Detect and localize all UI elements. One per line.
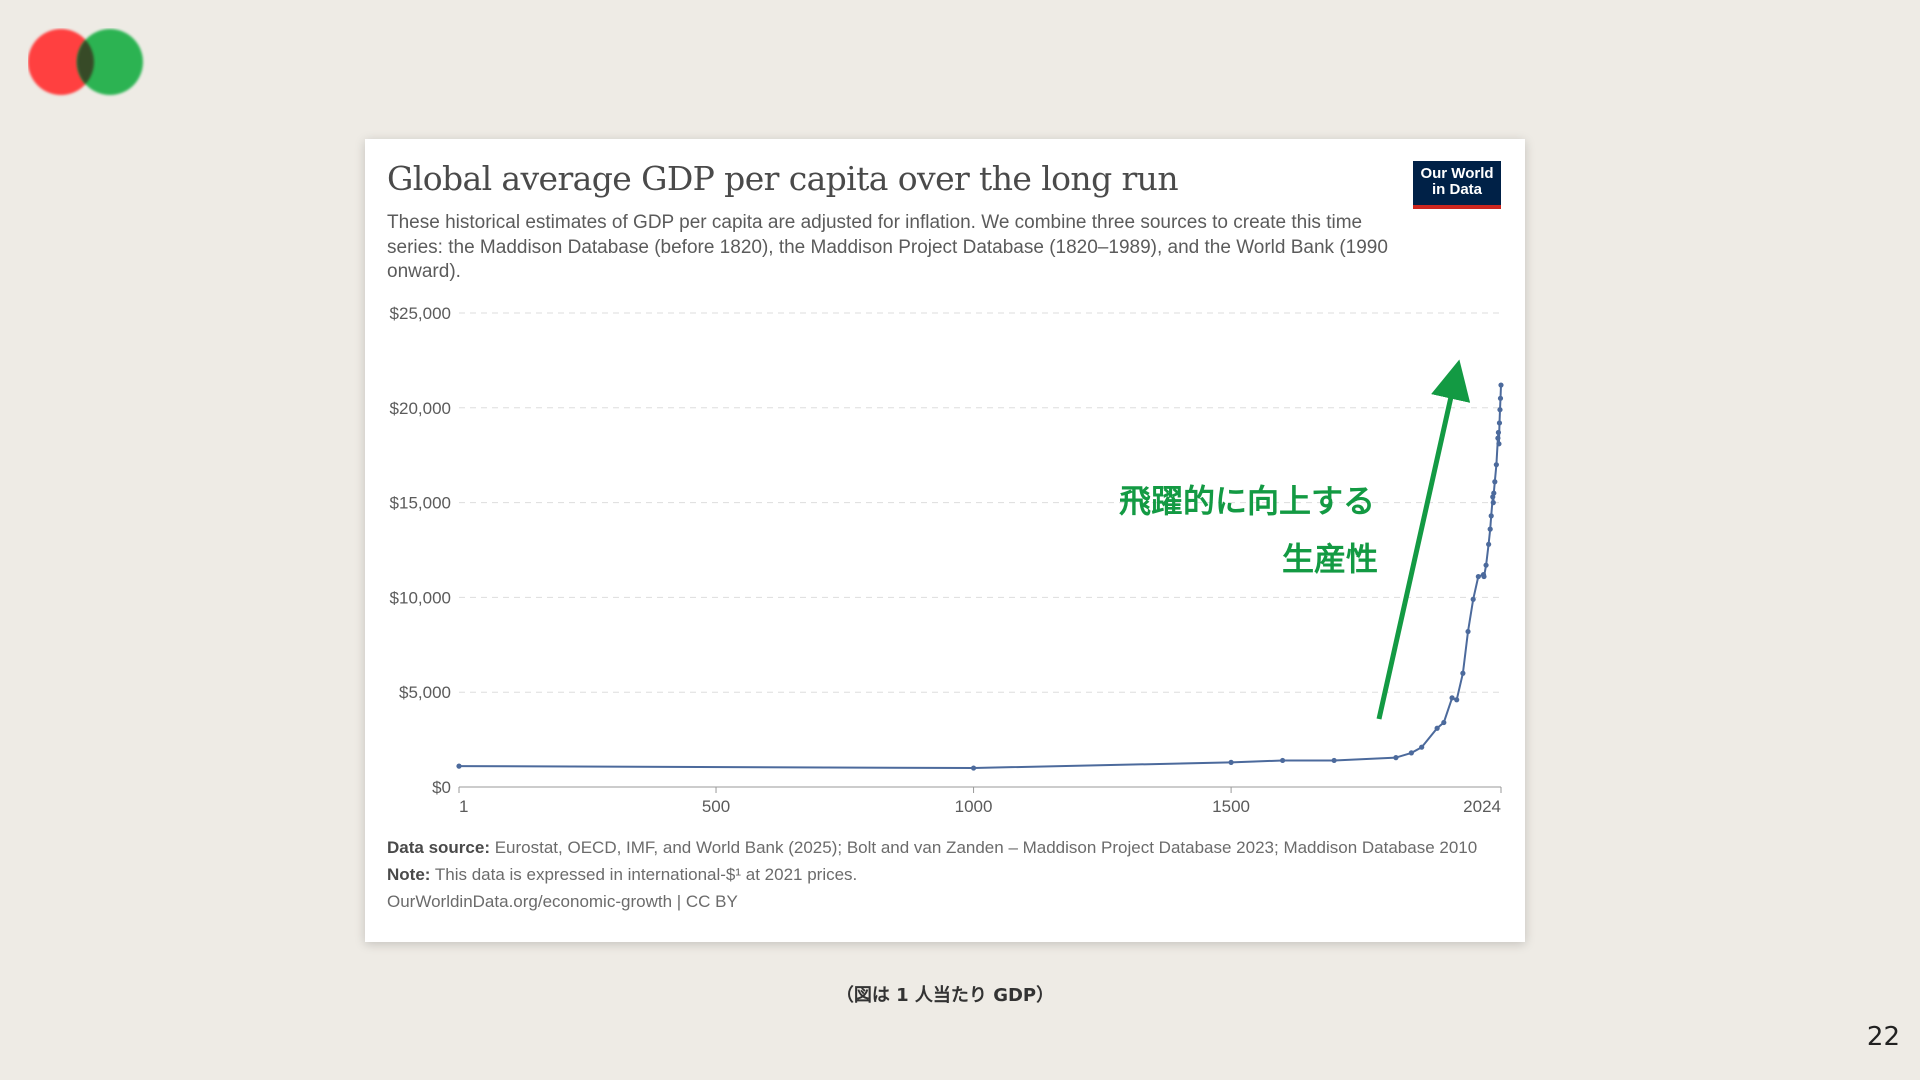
data-point-1900 [1434,725,1440,731]
data-point-1960 [1465,628,1471,635]
data-point-1000 [970,765,977,771]
data-point-1600 [1280,757,1286,764]
data-point-1700 [1331,757,1337,764]
owid-logo-line1: Our World [1420,165,1494,182]
data-point-2000 [1486,541,1492,547]
data-point-1500 [1228,759,1234,765]
brand-circles-logo [28,29,143,95]
data-point-1938 [1454,697,1460,703]
y-tick-label-0: $0 [432,778,451,797]
data-point-2010 [1491,490,1497,496]
data-point-2022 [1497,407,1503,413]
data-source-label: Data source: [387,838,490,857]
chart-card: Global average GDP per capita over the l… [365,139,1525,942]
y-tick-label-10000: $10,000 [390,588,451,607]
data-point-2009 [1490,500,1496,506]
x-tick-label-1000: 1000 [955,797,993,816]
grid-lines [459,312,1501,693]
note-text: This data is expressed in international-… [434,865,858,884]
note-label: Note: [387,865,431,884]
y-tick-label-5000: $5,000 [399,683,451,702]
data-point-1850 [1408,750,1414,756]
red-circle [28,29,94,95]
green-circle [77,29,143,95]
data-source-text: Eurostat, OECD, IMF, and World Bank (202… [494,838,1478,857]
data-point-2018 [1495,435,1501,441]
data-point-2003 [1487,526,1493,532]
series-points [456,382,1504,771]
y-axis-tick-labels: $0 $5,000 $10,000 $15,000 $20,000 $25,000 [390,304,451,797]
data-point-1820 [1393,755,1399,761]
data-point-1 [456,763,462,769]
data-source: Data source: Eurostat, OECD, IMF, and Wo… [387,837,1507,858]
circle-overlap [77,40,94,84]
data-point-2019 [1495,429,1502,436]
data-point-2020 [1496,441,1502,447]
source-url-link[interactable]: OurWorldinData.org/economic-growth | CC … [387,892,738,911]
x-tick-label-1500: 1500 [1212,797,1250,816]
slide-caption: （図は 1 人当たり GDP） [835,985,1055,1006]
data-point-1980 [1475,573,1481,580]
y-tick-label-20000: $20,000 [390,399,451,418]
x-axis-tick-labels: 1 500 1000 1500 2024 [458,787,1502,816]
owid-logo-line2: in Data [1431,181,1482,198]
data-point-2024 [1498,382,1504,388]
productivity-arrow [1376,359,1471,720]
data-point-2015 [1493,462,1499,468]
data-point-2005 [1488,513,1494,519]
y-tick-label-15000: $15,000 [390,494,451,513]
chart-title: Global average GDP per capita over the l… [387,159,1179,198]
data-point-2012 [1492,479,1498,485]
data-point-1950 [1460,670,1466,676]
x-tick-label-2024: 2024 [1463,797,1501,816]
data-point-2023 [1497,395,1504,401]
our-world-in-data-logo[interactable]: Our World in Data [1413,161,1501,209]
gdp-line-chart: $0$5,000$10,000$15,000$20,000$25,000 1 50… [390,304,1504,816]
chart-footer: Data source: Eurostat, OECD, IMF, and Wo… [387,837,1507,918]
y-tick-label-25000: $25,000 [390,304,451,323]
data-point-1913 [1441,719,1447,726]
x-tick-label-500: 500 [702,797,730,816]
data-point-1995 [1483,562,1489,568]
data-note: Note: This data is expressed in internat… [387,864,1507,885]
x-tick-label-1: 1 [459,797,468,816]
data-point-2021 [1496,420,1503,426]
page-number: 22 [1866,1022,1900,1052]
data-point-1991 [1481,573,1487,580]
chart-subtitle: These historical estimates of GDP per ca… [387,212,1388,282]
annotation-line2: 生産性 [1282,540,1378,578]
annotation-line1: 飛躍的に向上する [1119,482,1375,520]
data-point-1870 [1419,744,1425,750]
data-point-1929 [1449,695,1455,701]
data-point-1970 [1470,596,1476,602]
